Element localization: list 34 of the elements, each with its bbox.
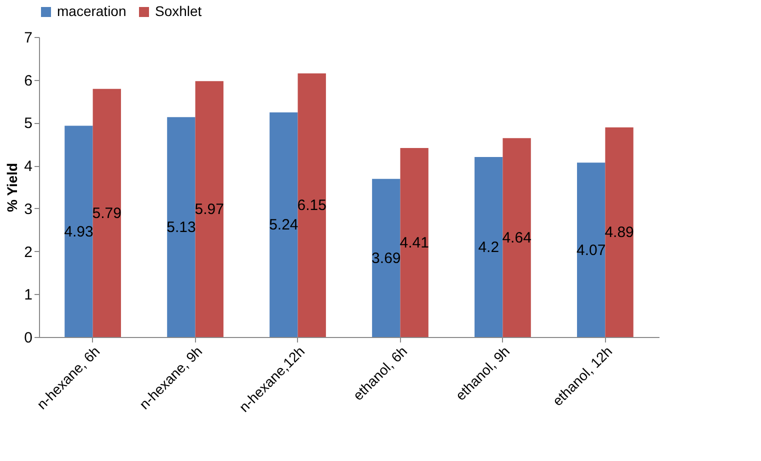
y-axis-title: % Yield — [4, 162, 20, 212]
y-tick-label: 6 — [24, 72, 32, 90]
data-label: 5.24 — [269, 216, 298, 234]
data-label: 4.2 — [478, 239, 500, 256]
data-label: 5.79 — [92, 204, 122, 222]
data-label: 5.13 — [166, 219, 196, 236]
bar — [605, 127, 634, 337]
y-tick-label: 5 — [24, 115, 32, 132]
legend-label: maceration — [57, 3, 126, 19]
bar — [400, 148, 428, 337]
data-label: 3.69 — [372, 250, 401, 267]
y-tick-label: 2 — [24, 244, 32, 261]
data-label: 4.64 — [502, 230, 532, 247]
y-tick-label: 1 — [24, 286, 32, 304]
bar — [474, 157, 503, 337]
bar — [64, 126, 93, 337]
bar — [167, 117, 196, 337]
bar — [372, 178, 400, 337]
bar — [270, 112, 298, 337]
bar — [92, 88, 121, 337]
data-label: 4.41 — [400, 234, 429, 252]
bar — [195, 81, 224, 337]
y-tick-label: 7 — [24, 30, 32, 46]
legend-label: Soxhlet — [155, 3, 202, 19]
data-label: 5.97 — [194, 201, 224, 218]
bar — [502, 138, 531, 337]
y-tick-label: 4 — [24, 158, 32, 176]
data-label: 4.89 — [604, 224, 634, 242]
data-label: 4.93 — [64, 223, 94, 240]
data-label: 6.15 — [297, 197, 326, 214]
bar — [577, 162, 606, 337]
bar — [298, 73, 326, 337]
y-tick-label: 3 — [24, 200, 32, 218]
y-tick-label: 0 — [24, 330, 32, 346]
